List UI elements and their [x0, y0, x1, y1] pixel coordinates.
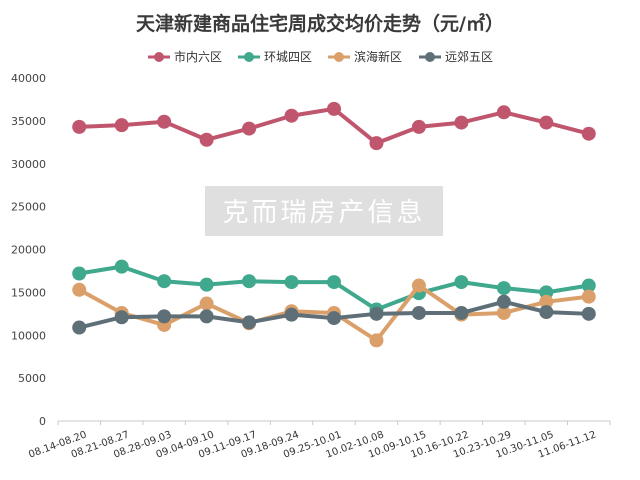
- legend-item: 环城四区: [238, 50, 312, 64]
- data-point: [539, 115, 554, 130]
- data-point: [327, 275, 341, 290]
- data-point: [284, 108, 299, 123]
- data-point: [72, 282, 87, 297]
- legend-label: 远郊五区: [445, 50, 493, 64]
- series-4: [72, 294, 596, 335]
- data-point: [242, 274, 257, 289]
- y-tick-label: 5000: [18, 372, 46, 385]
- data-point: [454, 305, 469, 320]
- data-point: [199, 296, 214, 311]
- y-tick-label: 10000: [11, 329, 46, 342]
- watermark-box: [205, 186, 443, 236]
- y-tick-label: 20000: [11, 244, 46, 257]
- data-point: [454, 115, 469, 130]
- data-point: [157, 274, 172, 289]
- y-tick-label: 0: [39, 415, 46, 428]
- data-point: [581, 126, 596, 141]
- data-point: [411, 119, 426, 134]
- data-point: [284, 275, 299, 290]
- legend-item: 远郊五区: [419, 50, 493, 64]
- data-point: [581, 306, 596, 321]
- data-point: [242, 121, 257, 136]
- data-point: [199, 277, 214, 292]
- data-point: [411, 305, 426, 320]
- y-tick-label: 15000: [11, 286, 46, 299]
- axes: 0 5000 10000 15000 20000 25000 30000 35000 40000…: [11, 72, 611, 461]
- data-point: [72, 320, 87, 335]
- data-point: [369, 306, 384, 321]
- legend-label: 环城四区: [264, 50, 312, 64]
- y-tick-label: 30000: [11, 158, 46, 171]
- legend-swatch-marker: [244, 52, 254, 62]
- data-point: [157, 309, 172, 324]
- data-point: [454, 275, 469, 290]
- data-point: [72, 266, 87, 281]
- data-point: [114, 310, 129, 325]
- legend-label: 滨海新区: [354, 49, 402, 64]
- data-point: [327, 311, 341, 326]
- data-point: [581, 278, 596, 293]
- chart-title: 天津新建商品住宅周成交均价走势（元/㎡）: [136, 12, 504, 35]
- series-layer: [72, 101, 596, 348]
- legend-swatch-marker: [425, 52, 435, 62]
- data-point: [496, 281, 511, 296]
- y-tick-label: 25000: [11, 201, 46, 214]
- data-point: [539, 294, 554, 309]
- data-point: [496, 305, 511, 320]
- watermark-text: 克而瑞房产信息: [222, 198, 425, 228]
- y-tick-label: 40000: [11, 72, 46, 85]
- data-point: [114, 118, 129, 133]
- data-point: [242, 315, 257, 330]
- legend-swatch-marker: [154, 52, 164, 62]
- data-point: [539, 305, 554, 320]
- data-point: [411, 278, 426, 293]
- legend-item: 市内六区: [148, 49, 222, 64]
- data-point: [369, 136, 384, 151]
- data-point: [581, 289, 596, 304]
- data-point: [496, 294, 511, 309]
- legend: 市内六区 环城四区 滨海新区 远郊五区: [148, 49, 493, 64]
- data-point: [199, 309, 214, 324]
- data-point: [114, 259, 129, 274]
- series-1: [72, 101, 596, 151]
- data-point: [157, 114, 172, 129]
- legend-item: 滨海新区: [328, 49, 402, 64]
- data-point: [199, 132, 214, 147]
- data-point: [72, 119, 87, 134]
- data-point: [284, 307, 299, 322]
- watermark: 克而瑞房产信息: [205, 186, 443, 236]
- data-point: [327, 101, 341, 116]
- legend-swatch-marker: [334, 52, 344, 62]
- data-point: [369, 333, 384, 348]
- data-point: [496, 105, 511, 120]
- legend-label: 市内六区: [174, 49, 222, 64]
- y-tick-label: 35000: [11, 115, 46, 128]
